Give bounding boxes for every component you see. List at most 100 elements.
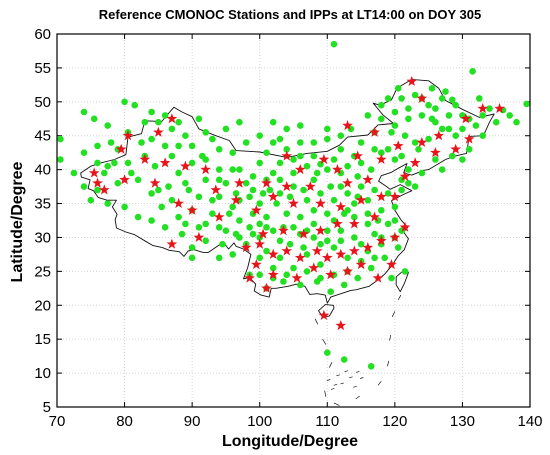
station-point — [119, 174, 130, 185]
ipp-point — [469, 68, 476, 75]
ipp-point — [367, 264, 375, 272]
ipp-point — [479, 112, 487, 119]
ipp-point — [286, 193, 294, 201]
ipp-point — [185, 186, 193, 194]
station-point — [291, 272, 303, 283]
ipp-point — [124, 159, 132, 167]
ipp-point — [324, 227, 331, 234]
ipp-point — [148, 217, 155, 224]
ipp-point — [442, 88, 449, 95]
ipp-point — [155, 186, 162, 194]
ipp-point — [111, 159, 118, 167]
ipp-point — [226, 210, 233, 217]
ipp-point — [87, 196, 95, 204]
ipp-point — [310, 234, 318, 241]
station-point — [460, 113, 472, 124]
ipp-point — [229, 166, 236, 173]
ipp-point — [148, 135, 155, 143]
station-point — [433, 130, 445, 141]
ipp-point — [283, 125, 291, 133]
station-point — [430, 147, 441, 158]
ipp-point — [388, 129, 395, 136]
station-point — [406, 75, 418, 86]
ipp-point — [465, 146, 473, 153]
ipp-point — [236, 118, 243, 126]
station-point — [349, 245, 360, 256]
ipp-point — [249, 173, 257, 180]
ipp-point — [445, 112, 453, 119]
island-mark — [349, 376, 353, 379]
sea-boundary-dash — [333, 402, 340, 406]
ipp-point — [70, 169, 78, 177]
station-point — [372, 272, 384, 283]
ipp-point — [286, 240, 294, 248]
ipp-point — [317, 190, 324, 197]
island-mark — [326, 379, 331, 381]
ipp-point — [276, 254, 284, 262]
x-axis-label: Longitude/Degree — [222, 433, 358, 450]
ipp-point — [459, 156, 466, 163]
ipp-point — [330, 244, 338, 251]
ipp-point — [371, 146, 378, 153]
station-point — [166, 238, 178, 249]
sea-boundary-dash — [328, 362, 333, 368]
ipp-point — [472, 122, 480, 129]
ipp-point — [269, 139, 277, 146]
ipp-point — [354, 173, 362, 180]
station-point — [315, 225, 326, 236]
station-point — [230, 194, 242, 205]
ipp-point — [215, 176, 223, 184]
ipp-point — [182, 132, 189, 139]
station-point — [369, 211, 380, 222]
ipp-point — [175, 142, 182, 150]
y-axis-label: Latitude/Degree — [9, 161, 26, 282]
ipp-point — [195, 193, 203, 201]
ipp-point — [290, 156, 297, 163]
station-point — [159, 157, 171, 168]
station-points — [88, 75, 505, 331]
ipp-point — [249, 230, 257, 238]
ipp-point — [269, 264, 277, 272]
ipp-point — [398, 186, 405, 194]
ipp-point — [303, 268, 311, 275]
ipp-point — [121, 203, 128, 211]
station-point — [88, 167, 100, 178]
ipp-point — [229, 251, 236, 258]
station-point — [254, 238, 265, 249]
ipp-point — [317, 274, 324, 282]
ipp-point — [300, 186, 307, 194]
ipp-point — [452, 132, 460, 139]
sea-boundary-dash — [387, 360, 390, 367]
ipp-point — [188, 244, 196, 251]
tick-labels: 70 80 90 100 110 120 130 140 5 10 15 20 25 30 35 40 45 50… — [34, 26, 542, 430]
ipp-point — [432, 156, 439, 163]
ipp-point — [242, 179, 250, 187]
ipp-point — [256, 271, 264, 279]
station-point — [369, 126, 380, 137]
ipp-point — [256, 159, 264, 167]
ipp-point — [337, 146, 345, 153]
station-point — [251, 204, 262, 215]
x-tick-label: 120 — [382, 413, 407, 430]
station-point — [92, 177, 103, 188]
ipp-point — [263, 149, 270, 156]
ipp-point — [128, 169, 135, 177]
plot-frame — [56, 33, 531, 408]
island-mark — [333, 383, 338, 386]
station-point — [376, 153, 387, 164]
ipp-point — [236, 217, 243, 224]
ipp-point — [476, 95, 483, 102]
island-mark — [336, 374, 340, 377]
ipp-point — [199, 152, 206, 160]
ipp-point — [202, 129, 209, 136]
station-point — [305, 181, 316, 192]
ipp-point — [388, 274, 395, 282]
ipp-point — [148, 190, 155, 197]
ipp-point — [280, 278, 287, 285]
station-point — [186, 204, 198, 215]
ipp-point — [195, 115, 203, 123]
ipp-point — [229, 149, 236, 156]
ipp-point — [266, 186, 274, 194]
ipp-point — [263, 247, 270, 255]
ipp-point — [384, 220, 392, 228]
